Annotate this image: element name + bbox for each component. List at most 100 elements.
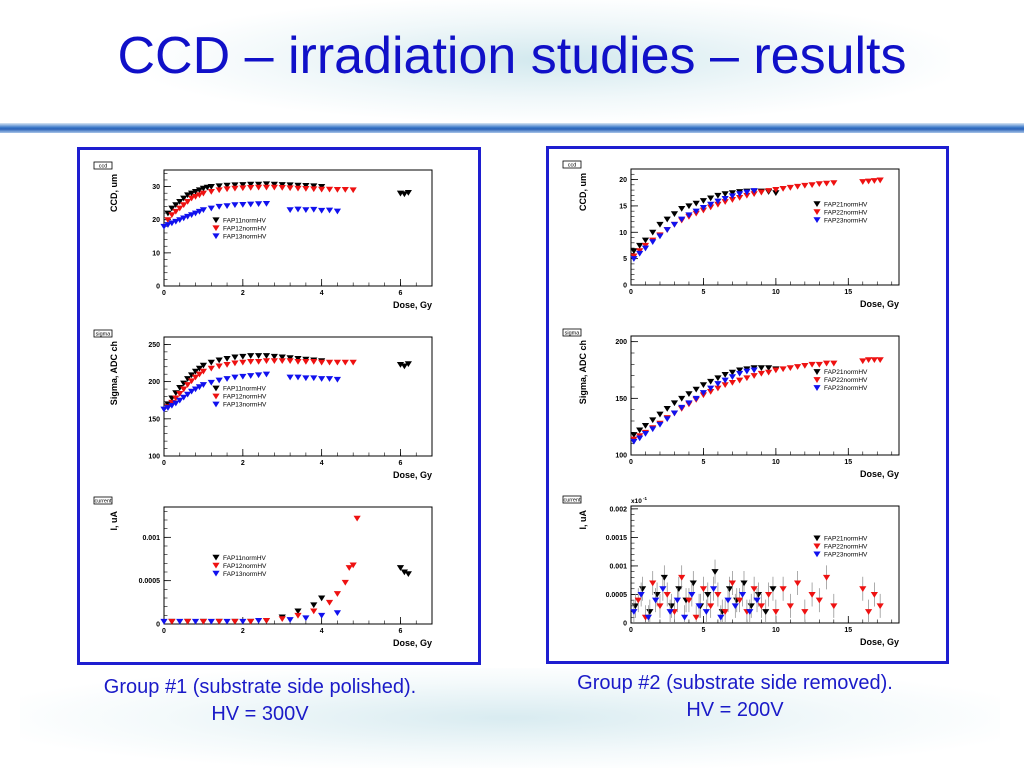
caption-glow [20,668,1000,768]
data-point [750,373,758,379]
data-point [254,181,263,188]
x-tick-label: 0 [629,627,633,634]
data-point [663,216,671,223]
data-point [164,217,172,223]
series-FAP11normHV [164,353,412,408]
x-axis-title: Dose, Gy [393,638,432,648]
data-point [630,438,638,445]
data-point [231,618,239,625]
data-point [864,609,873,615]
series-FAP13normHV [160,200,342,230]
series-FAP12normHV [168,515,361,625]
data-point [656,421,664,428]
data-point [689,580,697,587]
data-point [310,359,318,365]
data-point [223,182,231,189]
data-point [808,182,816,189]
data-point [717,614,725,621]
plot-tag-box [93,496,113,505]
data-point [187,378,196,385]
data-point [195,365,204,372]
data-point [325,359,334,366]
plot-frame [163,506,433,625]
data-point [822,180,831,187]
data-point [302,375,310,382]
data-point [728,379,737,386]
series-FAP21normHV [631,559,777,623]
y-tick-label: 100 [615,453,627,460]
data-point [646,609,654,615]
data-point [728,369,737,376]
x-axis-title: Dose, Gy [393,470,432,480]
data-point [772,187,780,193]
data-point [168,402,176,409]
data-point [184,391,192,398]
data-point [830,603,838,610]
y-axis-title: I, uA [578,510,588,530]
data-point [692,208,700,215]
data-point [254,201,263,208]
series-FAP23normHV [630,367,758,445]
data-point [262,353,271,359]
plot-tag: sigma [96,332,112,338]
y-multiplier-exponent: -1 [643,496,647,501]
data-point [404,571,412,577]
data-point [239,185,247,192]
data-point [656,411,664,418]
data-point [262,184,271,191]
x-tick-label: 6 [399,290,403,297]
y-tick-label: 15 [619,203,627,210]
data-point [199,618,208,625]
data-point [685,400,693,407]
data-point [815,181,823,188]
data-point [864,357,873,364]
data-point [673,597,681,604]
data-point [707,385,715,392]
y-tick-label: 10 [619,230,627,237]
y-tick-label: 0 [156,284,160,291]
data-point [396,565,405,571]
data-point [765,369,773,376]
data-point [876,357,884,364]
chart-1-sigma: sigma 100 150 200 250 0 2 4 6 Dose, Gy Sigma, ADC … [93,329,433,480]
data-point [180,202,188,209]
data-point [262,371,271,378]
data-point [187,388,196,395]
y-axis-title: Sigma, ADC ch [578,340,588,404]
legend-label: FAP11normHV [223,555,267,562]
data-point [822,360,831,367]
data-point [168,205,176,212]
data-point [191,210,200,217]
y-tick-label: 0.0005 [606,592,628,599]
data-point [270,184,278,191]
y-tick-label: 10 [152,250,160,257]
data-point [191,618,200,625]
data-point [801,362,809,369]
data-point [699,198,708,204]
legend-label: FAP12normHV [223,225,267,232]
data-point [743,375,751,382]
data-point [286,182,294,189]
y-tick-label: 150 [615,396,627,403]
data-point [675,586,683,592]
data-point [709,586,718,592]
data-point [160,618,168,625]
data-point [195,371,204,378]
data-point [333,359,342,366]
data-point [341,579,349,586]
plot-tag: sigma [565,331,581,337]
data-point [815,361,823,368]
data-point [199,362,208,369]
data-point [302,615,310,622]
data-point [187,212,196,218]
plot-tag-box [93,329,113,338]
legend-label: FAP12normHV [223,563,267,570]
data-point [630,256,638,262]
x-tick-label: 10 [772,289,780,296]
data-point [663,227,671,233]
data-point [199,368,208,375]
data-point [714,381,722,387]
chart-2-sigma: sigma 100 150 200 0 5 10 15 Dose, Gy Sigma, ADC c… [562,328,900,479]
data-point [231,360,239,367]
